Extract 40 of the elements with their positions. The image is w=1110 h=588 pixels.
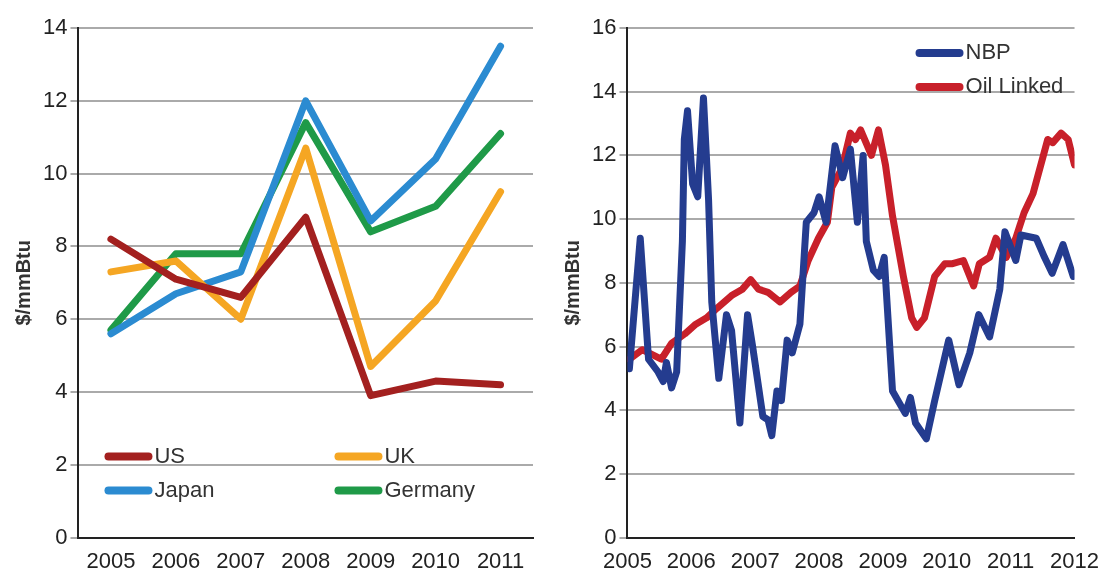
y-tick-label: 10 (42, 159, 68, 185)
y-tick-label: 4 (604, 396, 617, 422)
x-tick-label: 2008 (794, 547, 844, 573)
x-tick-label: 2009 (858, 547, 908, 573)
x-tick-label: 2006 (666, 547, 716, 573)
y-tick-label: 6 (604, 332, 617, 358)
legend-label: NBP (965, 39, 1011, 65)
y-axis-title: $/mmBtu (11, 240, 34, 326)
y-tick-label: 0 (55, 523, 68, 549)
x-tick-label: 2011 (987, 547, 1035, 573)
legend-label: Japan (154, 476, 215, 502)
legend-label: UK (384, 442, 416, 468)
legend-label: Oil Linked (965, 73, 1064, 99)
x-tick-label: 2010 (922, 547, 972, 573)
y-tick-label: 14 (42, 14, 68, 40)
y-tick-label: 12 (42, 86, 68, 112)
y-tick-label: 8 (604, 268, 617, 294)
x-tick-label: 2007 (216, 547, 266, 573)
y-tick-label: 2 (604, 459, 617, 485)
y-tick-label: 4 (55, 378, 68, 404)
y-tick-label: 10 (591, 205, 617, 231)
y-tick-label: 2 (55, 450, 68, 476)
x-tick-label: 2007 (730, 547, 780, 573)
x-tick-label: 2005 (602, 547, 652, 573)
legend-label: Germany (384, 476, 475, 502)
y-tick-label: 8 (55, 232, 68, 258)
x-tick-label: 2008 (281, 547, 331, 573)
x-tick-label: 2012 (1050, 547, 1100, 573)
y-tick-label: 0 (604, 523, 617, 549)
x-tick-label: 2005 (86, 547, 136, 573)
x-tick-label: 2011 (476, 547, 525, 573)
y-tick-label: 14 (591, 77, 617, 103)
y-tick-label: 6 (55, 305, 68, 331)
x-tick-label: 2006 (151, 547, 201, 573)
x-tick-label: 2010 (411, 547, 461, 573)
legend-label: US (154, 442, 186, 468)
x-tick-label: 2009 (346, 547, 396, 573)
y-tick-label: 16 (591, 14, 617, 40)
y-axis-title: $/mmBtu (560, 240, 583, 326)
y-tick-label: 12 (591, 141, 617, 167)
